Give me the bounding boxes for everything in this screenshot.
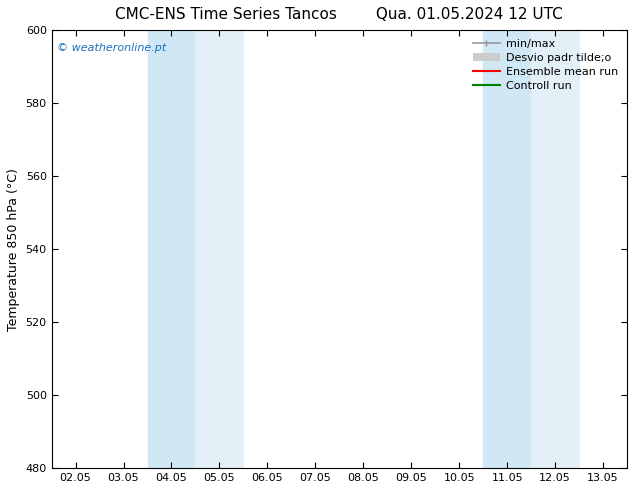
Title: CMC-ENS Time Series Tancos        Qua. 01.05.2024 12 UTC: CMC-ENS Time Series Tancos Qua. 01.05.20… — [115, 7, 563, 22]
Y-axis label: Temperature 850 hPa (°C): Temperature 850 hPa (°C) — [7, 168, 20, 331]
Bar — [531, 30, 579, 468]
Bar — [195, 30, 243, 468]
Text: © weatheronline.pt: © weatheronline.pt — [57, 43, 167, 53]
Legend: min/max, Desvio padr tilde;o, Ensemble mean run, Controll run: min/max, Desvio padr tilde;o, Ensemble m… — [469, 36, 621, 94]
Bar — [148, 30, 195, 468]
Bar — [483, 30, 531, 468]
